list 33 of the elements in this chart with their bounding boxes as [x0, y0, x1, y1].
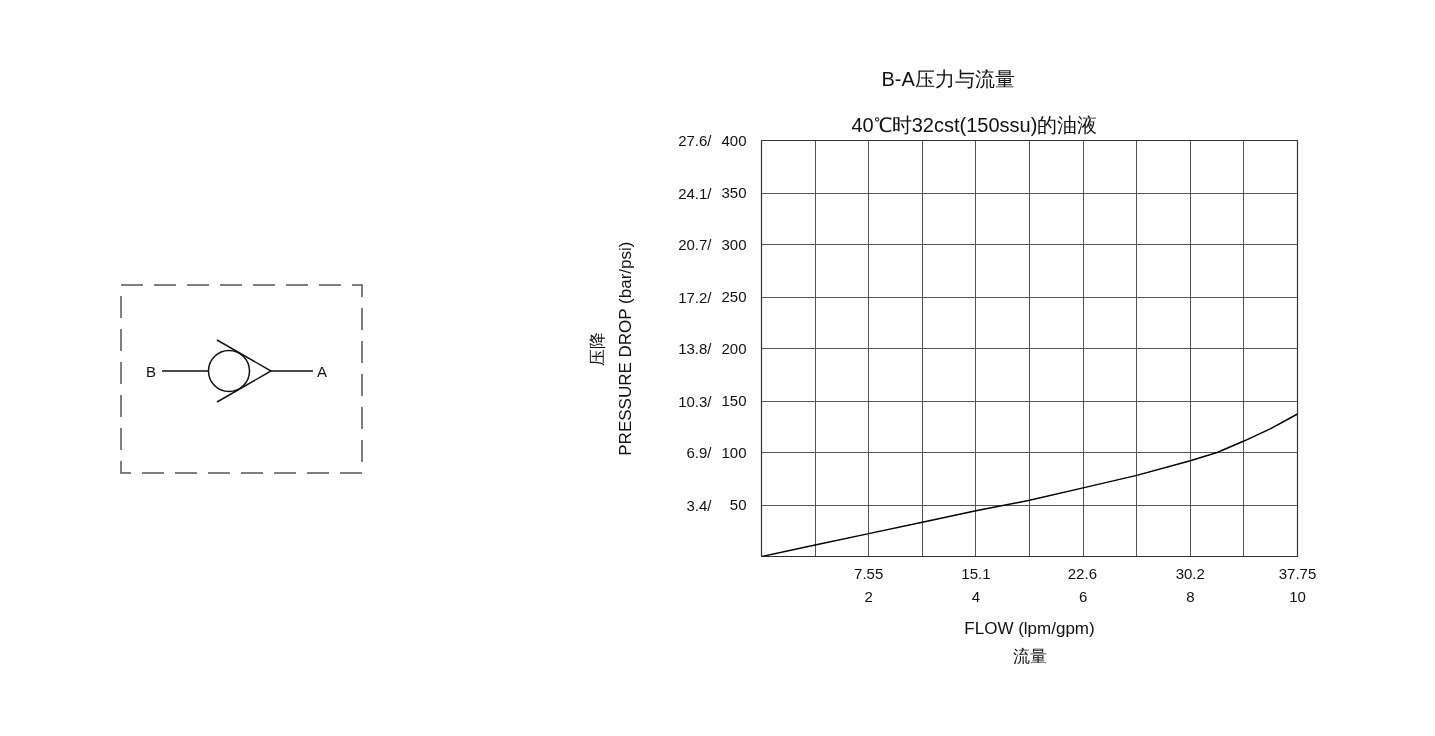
chart-title: B-A压力与流量 [881, 67, 1015, 90]
text: B [145, 363, 157, 380]
y2-tick-label: 250 [721, 287, 747, 305]
y-tick-label: 3.4/ [686, 496, 713, 514]
x-tick-label: 10 [1289, 587, 1306, 605]
x2-tick-label: 37.75 [1278, 564, 1317, 582]
chart-subtitle: 40℃时32cst(150ssu)的油液 [851, 113, 1098, 136]
y-tick-label: 24.1/ [678, 184, 713, 202]
text: A [316, 363, 328, 380]
x2-tick-label: 30.2 [1175, 564, 1205, 582]
y2-tick-label: 50 [729, 495, 747, 513]
x-axis-title: FLOW (lpm/gpm) 流量 [964, 618, 1095, 666]
y-tick-label: 27.6/ [678, 132, 713, 149]
x2-tick-label: 22.6 [1067, 564, 1097, 582]
y2-tick-label: 300 [721, 235, 747, 253]
x-tick-label: 2 [864, 587, 873, 605]
x-tick-label: 4 [971, 587, 981, 605]
y2-tick-label: 400 [721, 131, 747, 149]
y2-tick-label: 350 [721, 183, 747, 201]
y-tick-label: 10.3/ [678, 392, 713, 410]
x-tick-label: 6 [1078, 587, 1088, 605]
y-tick-label: 6.9/ [686, 444, 713, 461]
x2-tick-label: 15.1 [961, 564, 991, 582]
line-series [761, 413, 1298, 557]
y2-tick-label: 200 [721, 339, 747, 357]
y2-tick-label: 100 [721, 443, 747, 461]
y-tick-label: 20.7/ [678, 236, 713, 253]
x2-tick-label: 7.55 [854, 564, 884, 582]
y-axis-title: 压降 PRESSURE DROP (bar/psi) [587, 241, 636, 456]
y2-tick-label: 150 [721, 391, 747, 409]
x-tick-label: 8 [1186, 587, 1195, 605]
y-tick-label: 17.2/ [678, 288, 713, 306]
y-tick-label: 13.8/ [678, 340, 713, 357]
